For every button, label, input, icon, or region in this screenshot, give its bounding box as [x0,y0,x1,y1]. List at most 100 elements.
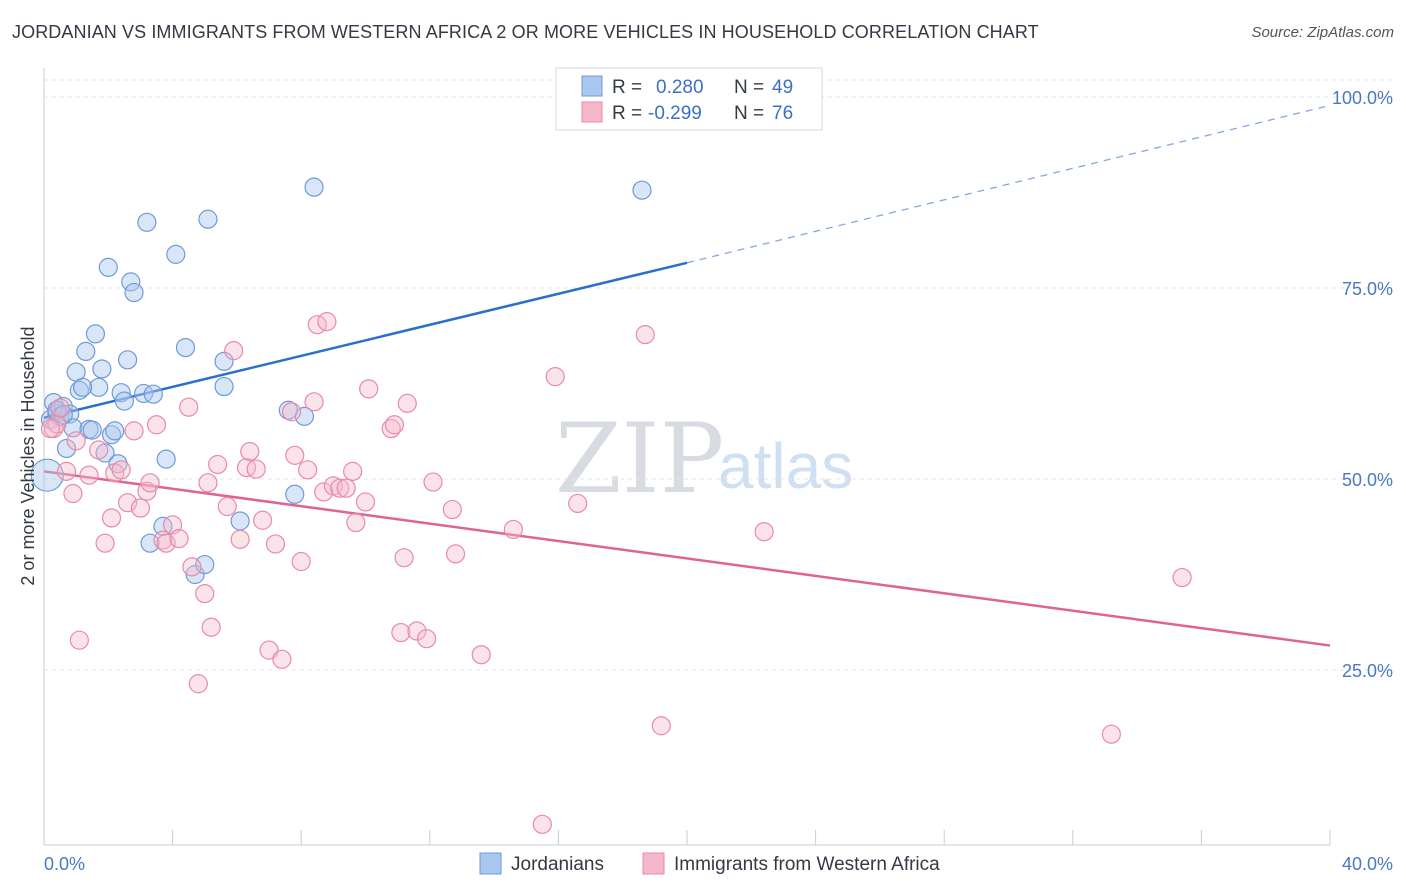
x-tick-label: 0.0% [44,854,85,874]
point-immigrants [111,460,131,480]
point-immigrants [336,478,356,498]
legend-n-value-1: 49 [772,77,793,98]
legend-swatch-immigrants [642,852,665,875]
point-jordanians [156,449,176,469]
point-immigrants [146,415,167,435]
point-jordanians [214,376,234,397]
point-jordanians [124,282,144,303]
y-tick-label: 50.0% [1342,470,1393,490]
point-jordanians [56,438,77,459]
point-jordanians [198,209,218,229]
point-jordanians [98,257,118,277]
point-immigrants [124,421,144,441]
point-immigrants [314,482,334,502]
point-immigrants [117,493,138,513]
point-jordanians [92,359,112,379]
legend-r-label-1: R = [612,77,642,98]
point-immigrants [195,583,215,604]
point-immigrants [208,454,228,475]
legend-swatch-pink [581,101,603,123]
legend-n-label-1: N = [734,77,764,98]
point-jordanians [175,337,196,358]
point-immigrants [330,478,350,498]
point-immigrants [69,630,89,650]
point-immigrants [50,398,70,418]
point-immigrants [394,548,414,568]
point-immigrants [304,392,324,412]
legend-label-immigrants: Immigrants from Western Africa [674,854,940,875]
x-tick-label: 40.0% [1342,854,1393,874]
point-immigrants [169,528,189,549]
point-immigrants [281,402,302,422]
point-immigrants [79,465,99,485]
point-immigrants [298,460,318,480]
point-jordanians [76,341,96,362]
data-points [30,177,1192,834]
point-jordanians [72,377,93,397]
point-jordanians [85,324,106,344]
point-immigrants [423,472,443,492]
legend-n-label-2: N = [734,103,764,124]
point-immigrants [346,512,366,533]
point-immigrants [156,533,176,553]
point-immigrants [384,415,405,435]
trendline-jordanians [43,261,688,420]
point-immigrants [230,529,250,549]
point-immigrants [445,544,466,564]
point-immigrants [291,551,311,572]
y-tick-label: 75.0% [1342,279,1393,299]
point-immigrants [182,557,202,577]
point-immigrants [545,367,565,387]
point-immigrants [66,431,86,451]
point-immigrants [359,379,379,399]
point-jordanians [89,377,109,397]
point-immigrants [179,397,199,417]
trendline-jordanians-extension [686,104,1331,264]
source-label: Source: ZipAtlas.com [1251,24,1394,41]
legend-swatch-jordanians [479,852,502,875]
point-jordanians [117,350,138,370]
point-immigrants [265,534,286,554]
trendline-immigrants [43,470,1331,647]
point-immigrants [471,645,491,665]
point-immigrants [355,492,376,512]
legend-swatch-blue [581,75,603,97]
point-immigrants [140,473,160,493]
point-immigrants [285,445,305,465]
point-immigrants [240,441,260,462]
point-jordanians [230,511,250,531]
point-immigrants [568,493,588,514]
point-immigrants [317,312,337,332]
point-immigrants [651,716,671,736]
point-immigrants [89,440,109,460]
point-jordanians [121,272,141,292]
point-immigrants [253,510,273,530]
point-jordanians [143,384,163,404]
chart-title: JORDANIAN VS IMMIGRANTS FROM WESTERN AFR… [12,22,1039,42]
point-jordanians [30,458,64,492]
point-immigrants [397,393,417,413]
legend-r-label-2: R = [612,103,642,124]
point-immigrants [1172,567,1192,588]
y-axis-label: 2 or more Vehicles in Household [18,326,38,585]
point-immigrants [754,522,774,542]
legend-r-value-2: -0.299 [648,103,702,124]
point-immigrants [198,473,218,493]
axes [43,68,1331,846]
point-immigrants [246,459,266,479]
point-immigrants [1101,724,1121,744]
series-legend: Jordanians Immigrants from Western Afric… [479,852,940,875]
point-immigrants [40,418,61,439]
point-immigrants [56,461,77,481]
point-jordanians [166,244,186,264]
tick-labels: 100.0% 75.0% 50.0% 25.0% 0.0% 40.0% [44,88,1393,874]
legend-r-value-1: 0.280 [656,77,704,98]
point-jordanians [285,484,305,504]
point-jordanians [134,383,154,404]
point-immigrants [442,499,462,520]
point-immigrants [343,461,363,481]
point-jordanians [69,380,89,400]
point-immigrants [224,341,244,361]
point-immigrants [153,530,173,550]
